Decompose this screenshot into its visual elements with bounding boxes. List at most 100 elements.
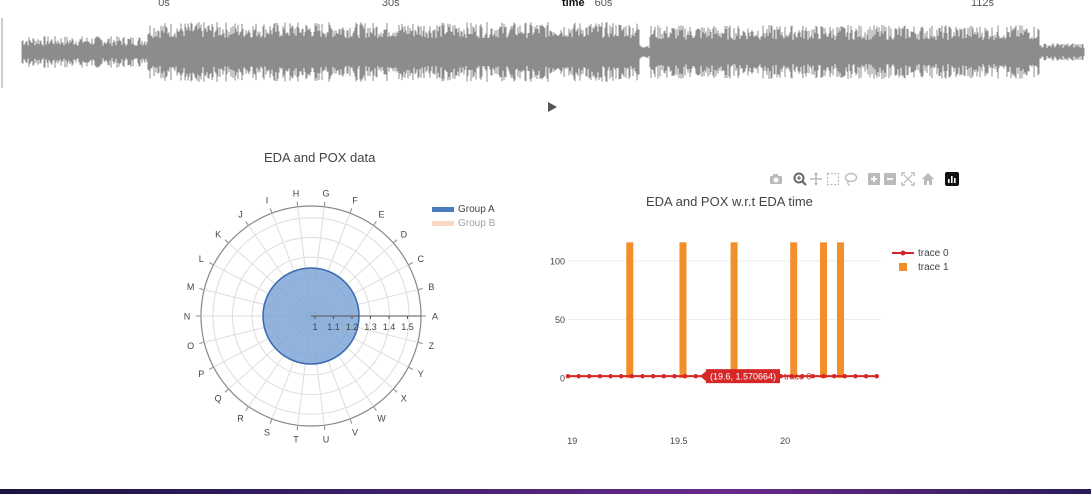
polar-legend-item[interactable]: Group B — [432, 218, 495, 229]
point-trace-0[interactable] — [821, 373, 826, 379]
polar-angular-tick — [417, 287, 423, 291]
point-trace-0[interactable] — [682, 373, 688, 379]
x-tick-label: 19 — [567, 436, 577, 446]
point-trace-0[interactable] — [874, 373, 879, 379]
x-tick-label: 19.5 — [670, 436, 688, 446]
legend-label: trace 1 — [918, 262, 949, 273]
bar-trace-1[interactable] — [730, 242, 738, 378]
polar-chart-title: EDA and POX data — [264, 150, 376, 165]
polar-category-label: A — [432, 312, 438, 322]
polar-category-label: W — [377, 414, 386, 424]
polar-angular-tick — [199, 287, 205, 291]
polar-angular-tick — [245, 221, 249, 226]
polar-category-label: H — [293, 188, 300, 198]
point-trace-0[interactable] — [831, 373, 837, 379]
polar-category-label: F — [352, 196, 358, 206]
polar-category-label: O — [187, 341, 194, 351]
point-trace-0[interactable] — [587, 373, 592, 379]
point-trace-0[interactable] — [597, 373, 603, 379]
polar-category-label: T — [293, 435, 299, 445]
audio-waveform[interactable] — [0, 10, 1091, 95]
bar-chart[interactable]: 0 50 100 19 19.5 20 (19.6, 1.570664) trace 0 — [530, 220, 1090, 460]
point-trace-0[interactable] — [650, 373, 656, 379]
point-trace-0[interactable] — [640, 373, 645, 379]
legend-label: Group B — [458, 218, 496, 229]
point-trace-0[interactable] — [789, 373, 794, 379]
polar-angular-tick — [323, 201, 326, 207]
point-trace-0[interactable] — [619, 373, 624, 379]
zoom-icon[interactable] — [792, 171, 808, 187]
point-trace-0[interactable] — [672, 373, 677, 379]
polar-category-label: P — [198, 369, 204, 379]
polar-angular-tick — [323, 425, 326, 431]
legend-swatch — [432, 206, 454, 212]
polar-category-label: Z — [429, 341, 435, 351]
bar-trace-1[interactable] — [790, 242, 798, 378]
polar-angular-tick — [373, 221, 377, 226]
polar-angular-tick — [208, 262, 214, 266]
y-tick-label: 50 — [555, 315, 565, 325]
zoom-out-icon[interactable] — [882, 171, 898, 187]
time-axis-title: time — [562, 0, 585, 9]
chart-modebar — [768, 171, 964, 187]
waveform-path — [21, 22, 1085, 82]
polar-category-label: V — [352, 427, 358, 437]
point-trace-0[interactable] — [576, 373, 581, 379]
polar-category-label: M — [187, 282, 195, 292]
legend-swatch — [892, 250, 914, 256]
polar-category-label: E — [378, 209, 384, 219]
hover-trace-name: trace 0 — [784, 372, 812, 382]
radial-tick-label: 1.5 — [401, 322, 414, 332]
legend-swatch — [432, 220, 454, 226]
bar-legend-item[interactable]: trace 1 — [891, 262, 949, 273]
point-trace-0[interactable] — [863, 373, 869, 379]
x-tick-label: 20 — [780, 436, 790, 446]
radial-tick-label: 1 — [312, 322, 317, 332]
polar-category-label: B — [428, 282, 434, 292]
point-trace-0[interactable] — [629, 373, 635, 379]
polar-category-label: J — [238, 209, 243, 219]
point-trace-0[interactable] — [810, 373, 816, 379]
point-trace-0[interactable] — [853, 373, 858, 379]
point-trace-0[interactable] — [661, 373, 667, 379]
point-trace-0[interactable] — [842, 373, 848, 379]
polar-chart[interactable]: A B C D E F G H I J K L M N O P Q R S T U V W X Y Z 1 1.1 1.2 1.3 1.4 1… — [150, 170, 500, 460]
bar-trace-1[interactable] — [626, 242, 634, 378]
polar-category-label: C — [418, 254, 425, 264]
bar-trace-1[interactable] — [837, 242, 845, 378]
polar-category-label: D — [401, 229, 408, 239]
polar-angular-tick — [245, 406, 249, 411]
polar-angular-tick — [393, 239, 398, 244]
box-select-icon[interactable] — [825, 171, 841, 187]
camera-icon[interactable] — [768, 171, 784, 187]
legend-label: Group A — [458, 204, 495, 215]
home-icon[interactable] — [920, 171, 936, 187]
polar-angular-tick — [393, 388, 398, 393]
polar-category-label: U — [323, 435, 330, 445]
polar-category-label: N — [184, 312, 191, 322]
legend-swatch — [899, 263, 907, 272]
radial-tick-label: 1.3 — [364, 322, 377, 332]
bar-trace-1[interactable] — [679, 242, 687, 378]
polar-angular-tick — [269, 418, 273, 424]
polar-category-label: Q — [215, 394, 222, 404]
lasso-icon[interactable] — [843, 171, 859, 187]
polar-legend-item[interactable]: Group A — [432, 204, 495, 215]
point-trace-0[interactable] — [693, 373, 698, 379]
zoom-in-icon[interactable] — [866, 171, 882, 187]
point-trace-0[interactable] — [800, 373, 805, 379]
polar-category-label: X — [401, 394, 407, 404]
polar-angular-tick — [349, 208, 353, 214]
timeline-tick-label: 30s — [381, 0, 400, 9]
point-trace-0[interactable] — [565, 373, 571, 379]
bar-trace-1[interactable] — [820, 242, 828, 378]
polar-angular-tick — [417, 341, 423, 345]
bar-legend-item[interactable]: trace 0 — [891, 248, 949, 259]
autoscale-icon[interactable] — [900, 171, 916, 187]
pan-icon[interactable] — [808, 171, 824, 187]
polar-angular-tick — [296, 425, 299, 431]
play-icon[interactable] — [545, 100, 559, 114]
bar-chart-title: EDA and POX w.r.t EDA time — [646, 194, 813, 209]
plotly-logo-icon[interactable] — [944, 171, 960, 187]
point-trace-0[interactable] — [608, 373, 613, 379]
